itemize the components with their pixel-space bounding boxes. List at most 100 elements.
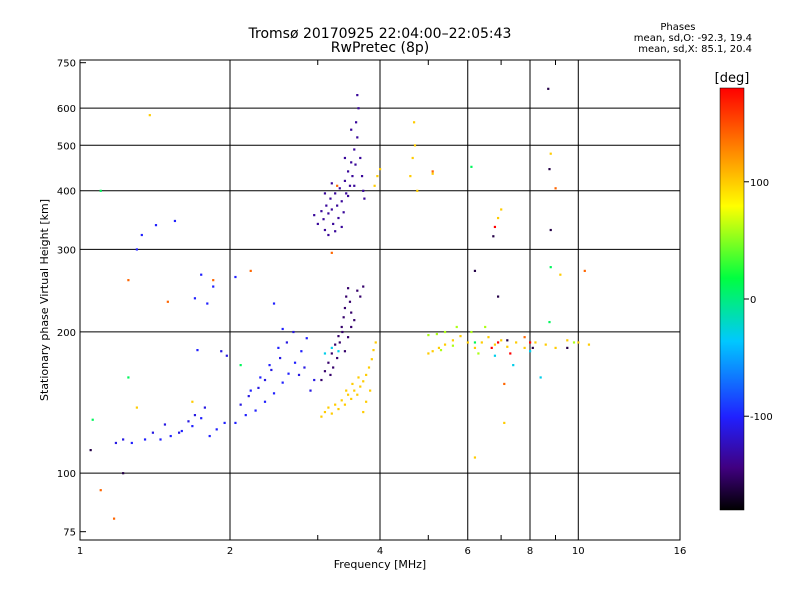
data-point <box>345 192 348 195</box>
data-point <box>342 316 345 319</box>
data-point <box>346 287 350 290</box>
data-point <box>506 339 509 342</box>
data-point <box>356 289 359 292</box>
data-point <box>127 279 130 282</box>
data-point <box>270 368 273 372</box>
data-point <box>322 218 325 221</box>
data-point <box>506 345 509 348</box>
data-point <box>332 222 335 226</box>
data-point <box>200 417 203 420</box>
data-point <box>320 210 323 213</box>
data-point <box>477 352 480 355</box>
data-point <box>356 393 359 396</box>
data-point <box>473 341 477 344</box>
data-point <box>272 302 276 305</box>
phase-stats-title: Phases <box>660 22 696 33</box>
data-point <box>151 431 155 434</box>
data-point <box>566 346 569 349</box>
data-point <box>346 194 350 198</box>
data-point <box>480 341 483 344</box>
data-point <box>323 192 327 195</box>
data-point <box>470 165 473 168</box>
data-point <box>350 325 353 329</box>
data-point <box>336 184 339 187</box>
data-point <box>99 489 102 492</box>
data-point <box>466 341 469 344</box>
data-point <box>515 341 518 344</box>
data-points <box>89 87 591 520</box>
data-point <box>359 295 362 298</box>
data-point <box>350 161 353 164</box>
y-tick-label: 400 <box>57 187 76 198</box>
data-point <box>523 336 526 339</box>
data-point <box>338 341 341 344</box>
data-point <box>122 438 125 441</box>
data-point <box>316 222 319 226</box>
data-point <box>356 136 359 139</box>
data-point <box>549 266 552 269</box>
data-point <box>330 352 333 355</box>
colorbar-tick-label: 0 <box>750 295 756 306</box>
data-point <box>338 187 341 190</box>
data-point <box>239 403 242 406</box>
data-point <box>234 421 237 425</box>
data-point <box>348 184 352 187</box>
data-point <box>549 228 552 232</box>
data-point <box>359 385 362 388</box>
data-point <box>370 358 373 361</box>
data-point <box>443 330 447 334</box>
x-tick-label: 10 <box>572 546 585 557</box>
data-point <box>215 428 218 431</box>
data-point <box>484 325 487 329</box>
data-point <box>372 349 375 352</box>
data-point <box>353 184 356 187</box>
data-point <box>490 346 493 349</box>
data-point <box>187 420 190 423</box>
data-point <box>487 336 490 339</box>
data-point <box>473 269 477 272</box>
data-point <box>336 356 339 360</box>
data-point <box>343 350 347 353</box>
data-point <box>354 121 358 124</box>
data-point <box>208 434 211 438</box>
data-point <box>300 350 303 353</box>
y-axis-label: Stationary phase Virtual Height [km] <box>38 199 51 401</box>
colorbar <box>719 87 745 511</box>
data-point <box>455 325 458 329</box>
data-point <box>114 441 118 445</box>
data-point <box>365 400 368 403</box>
data-point <box>285 341 288 344</box>
data-point <box>196 349 199 352</box>
data-point <box>249 269 252 272</box>
phase-stats-o: mean, sd,O: -92.3, 19.4 <box>633 33 752 44</box>
data-point <box>320 378 323 382</box>
data-point <box>163 423 167 426</box>
data-point <box>583 269 586 272</box>
data-point <box>337 335 340 338</box>
data-point <box>492 235 495 238</box>
data-point <box>135 406 138 409</box>
data-point <box>330 182 333 185</box>
data-point <box>341 330 344 334</box>
data-point <box>409 175 412 178</box>
data-point <box>362 410 365 414</box>
data-point <box>500 339 503 342</box>
data-point <box>309 389 312 392</box>
data-point <box>360 175 364 178</box>
data-point <box>159 438 162 441</box>
data-point <box>327 361 330 364</box>
data-point <box>362 189 365 192</box>
y-tick-label: 200 <box>57 328 76 339</box>
data-point <box>509 352 512 355</box>
data-point <box>431 350 434 353</box>
chart-title: Tromsø 20170925 22:04:00–22:05:43 <box>248 26 512 42</box>
y-tick-label: 75 <box>63 528 76 539</box>
data-point <box>305 337 308 340</box>
data-point <box>200 273 203 276</box>
data-point <box>122 472 125 475</box>
data-point <box>99 189 102 192</box>
data-point <box>350 397 353 401</box>
data-point <box>431 172 434 175</box>
data-point <box>337 216 340 220</box>
data-point <box>451 344 455 347</box>
